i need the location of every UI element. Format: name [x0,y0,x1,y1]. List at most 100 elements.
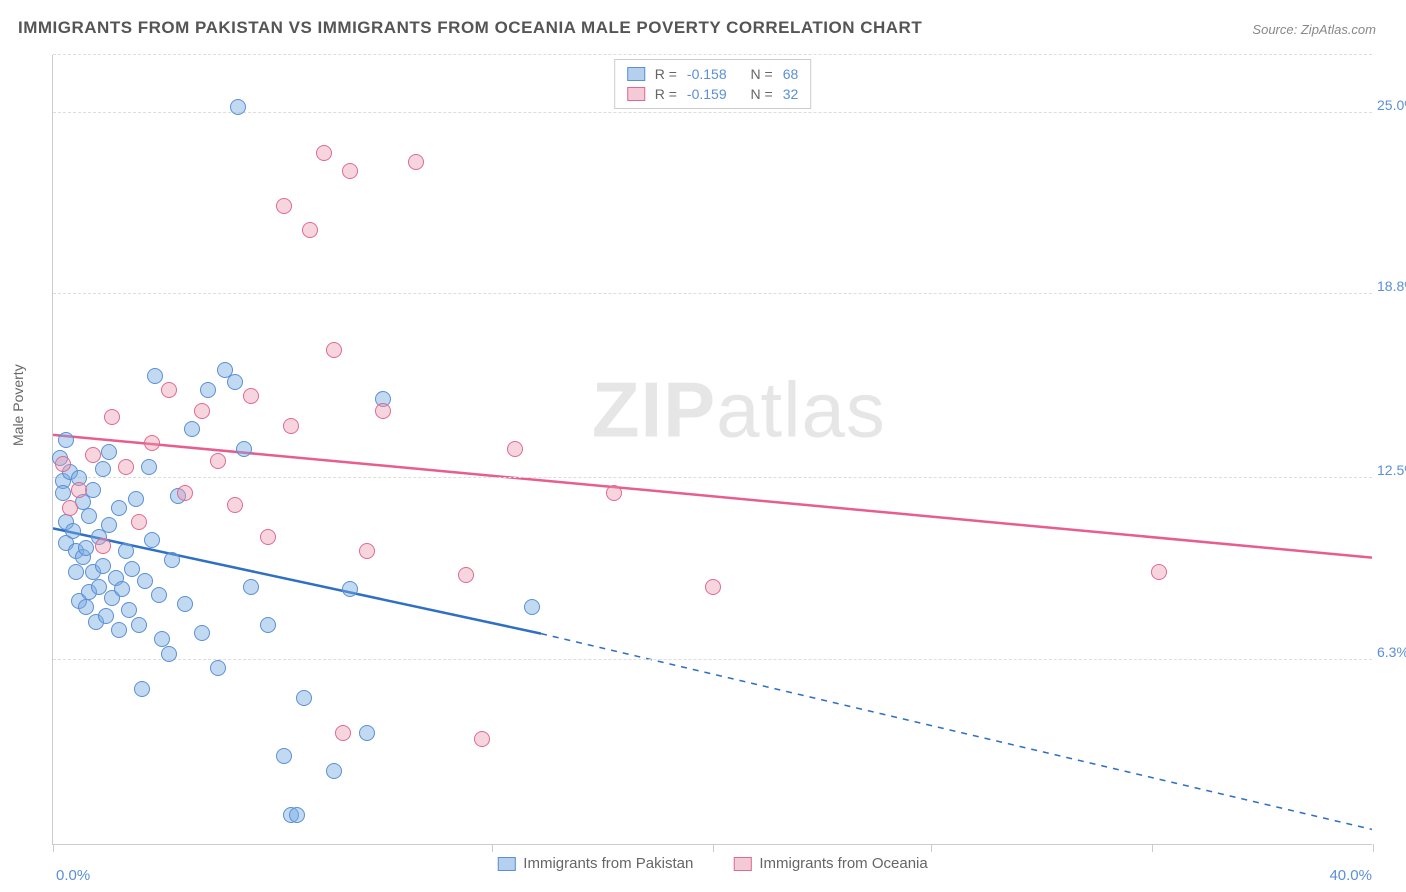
scatter-point [227,497,243,513]
scatter-point [359,725,375,741]
scatter-point [55,456,71,472]
scatter-point [95,558,111,574]
scatter-point [326,763,342,779]
gridline [53,293,1372,294]
legend-correlation: R = -0.158 N = 68 R = -0.159 N = 32 [614,59,812,109]
x-tick [931,844,932,852]
scatter-point [128,491,144,507]
scatter-point [276,748,292,764]
scatter-point [95,538,111,554]
scatter-point [375,403,391,419]
scatter-point [137,573,153,589]
scatter-point [134,681,150,697]
scatter-point [705,579,721,595]
scatter-point [260,617,276,633]
watermark-light: atlas [716,366,886,454]
scatter-point [283,418,299,434]
scatter-point [104,409,120,425]
scatter-point [335,725,351,741]
x-axis-max-label: 40.0% [1329,867,1372,884]
scatter-point [296,690,312,706]
x-tick [713,844,714,852]
gridline [53,477,1372,478]
scatter-point [161,382,177,398]
scatter-point [260,529,276,545]
scatter-point [243,388,259,404]
scatter-point [55,485,71,501]
legend-n-value-a: 68 [783,66,799,82]
source-attribution: Source: ZipAtlas.com [1252,22,1376,37]
scatter-point [144,435,160,451]
legend-row-b: R = -0.159 N = 32 [627,84,799,104]
scatter-point [65,523,81,539]
scatter-point [91,579,107,595]
y-tick-label: 25.0% [1377,97,1406,113]
scatter-point [78,540,94,556]
legend-n-label-b: N = [751,86,773,102]
scatter-point [62,500,78,516]
scatter-point [161,646,177,662]
legend-r-value-a: -0.158 [687,66,727,82]
watermark-bold: ZIP [592,366,716,454]
scatter-point [131,617,147,633]
scatter-point [131,514,147,530]
scatter-point [276,198,292,214]
legend-row-a: R = -0.158 N = 68 [627,64,799,84]
scatter-point [194,625,210,641]
x-tick [492,844,493,852]
gridline [53,112,1372,113]
scatter-point [81,508,97,524]
scatter-point [1151,564,1167,580]
legend-swatch-b [627,87,645,101]
legend-r-value-b: -0.159 [687,86,727,102]
scatter-point [78,599,94,615]
scatter-point [507,441,523,457]
scatter-point [326,342,342,358]
trend-line-extrapolated [541,634,1372,830]
scatter-point [121,602,137,618]
x-tick [1373,844,1374,852]
legend-r-label-a: R = [655,66,677,82]
scatter-point [200,382,216,398]
legend-swatch-oceania [733,857,751,871]
scatter-point [408,154,424,170]
y-axis-title: Male Poverty [10,364,26,446]
scatter-point [118,459,134,475]
scatter-point [230,99,246,115]
scatter-point [114,581,130,597]
scatter-point [111,500,127,516]
y-tick-label: 6.3% [1377,644,1406,660]
x-tick [1152,844,1153,852]
scatter-point [210,660,226,676]
scatter-point [95,461,111,477]
scatter-point [111,622,127,638]
scatter-point [210,453,226,469]
scatter-point [101,444,117,460]
scatter-point [68,564,84,580]
legend-item-oceania: Immigrants from Oceania [733,855,927,872]
scatter-point [342,163,358,179]
scatter-point [289,807,305,823]
scatter-point [154,631,170,647]
legend-series: Immigrants from Pakistan Immigrants from… [497,855,927,872]
scatter-point [359,543,375,559]
legend-label-oceania: Immigrants from Oceania [759,855,927,872]
legend-n-value-b: 32 [783,86,799,102]
source-value: ZipAtlas.com [1301,22,1376,37]
scatter-point [71,482,87,498]
scatter-point [118,543,134,559]
scatter-point [151,587,167,603]
x-tick [53,844,54,852]
scatter-point [474,731,490,747]
scatter-point [458,567,474,583]
gridline [53,54,1372,55]
x-axis-min-label: 0.0% [56,867,90,884]
source-label: Source: [1252,22,1297,37]
scatter-point [164,552,180,568]
legend-label-pakistan: Immigrants from Pakistan [523,855,693,872]
scatter-point [316,145,332,161]
watermark: ZIPatlas [592,365,886,456]
legend-n-label-a: N = [751,66,773,82]
legend-swatch-a [627,67,645,81]
scatter-point [606,485,622,501]
